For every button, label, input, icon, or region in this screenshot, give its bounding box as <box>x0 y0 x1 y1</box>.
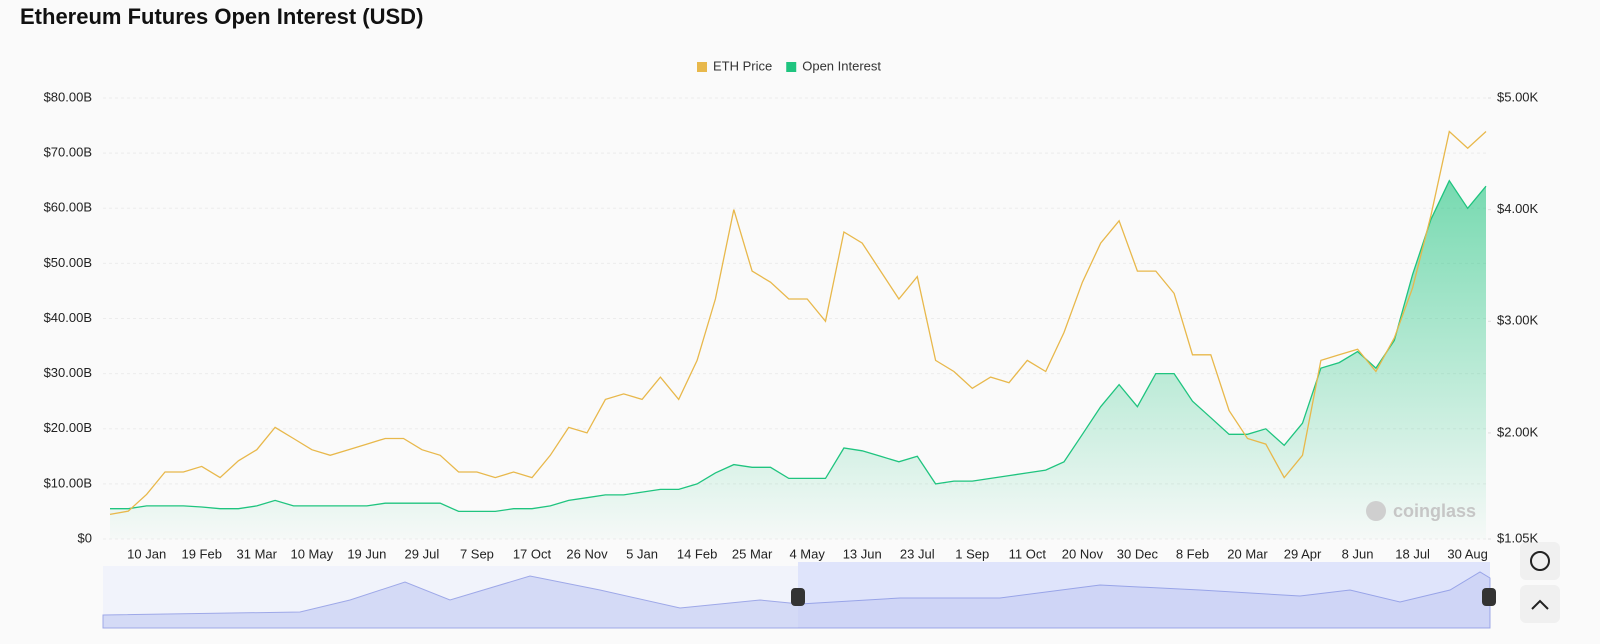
x-tick-label: 25 Mar <box>732 546 773 561</box>
y2-tick-label: $5.00K <box>1497 89 1539 104</box>
x-tick-label: 14 Feb <box>677 546 717 561</box>
x-tick-label: 8 Jun <box>1342 546 1374 561</box>
y2-tick-label: $4.00K <box>1497 201 1539 216</box>
x-tick-label: 10 Jan <box>127 546 166 561</box>
y-tick-label: $0 <box>78 530 92 545</box>
watermark: coinglass <box>1393 501 1476 521</box>
y-tick-label: $50.00B <box>44 255 92 270</box>
y-tick-label: $30.00B <box>44 365 92 380</box>
y-tick-label: $80.00B <box>44 89 92 104</box>
x-tick-label: 8 Feb <box>1176 546 1209 561</box>
chart-title: Ethereum Futures Open Interest (USD) <box>20 4 423 29</box>
x-tick-label: 23 Jul <box>900 546 935 561</box>
y-tick-label: $20.00B <box>44 420 92 435</box>
y2-tick-label: $1.05K <box>1497 530 1539 545</box>
x-tick-label: 1 Sep <box>955 546 989 561</box>
legend-swatch <box>697 62 707 72</box>
x-tick-label: 20 Mar <box>1227 546 1268 561</box>
navigator <box>102 562 1496 629</box>
y-tick-label: $10.00B <box>44 475 92 490</box>
legend-label: ETH Price <box>713 58 772 73</box>
y-tick-label: $70.00B <box>44 145 92 160</box>
x-tick-label: 30 Dec <box>1117 546 1159 561</box>
watermark-logo <box>1366 501 1386 521</box>
y2-tick-label: $2.00K <box>1497 424 1539 439</box>
series-line <box>109 130 1487 516</box>
x-tick-label: 19 Feb <box>181 546 221 561</box>
x-tick-label: 10 May <box>290 546 333 561</box>
x-tick-label: 18 Jul <box>1395 546 1430 561</box>
y2-tick-label: $3.00K <box>1497 313 1539 328</box>
x-tick-label: 13 Jun <box>843 546 882 561</box>
x-tick-label: 4 May <box>789 546 825 561</box>
series-line <box>110 179 1487 513</box>
x-tick-label: 7 Sep <box>460 546 494 561</box>
navigator-handle-right[interactable] <box>1482 588 1496 606</box>
y-tick-label: $40.00B <box>44 310 92 325</box>
x-tick-label: 5 Jan <box>626 546 658 561</box>
scroll-top-button[interactable] <box>1520 585 1560 623</box>
x-tick-label: 26 Nov <box>566 546 608 561</box>
legend-label: Open Interest <box>802 58 881 73</box>
x-tick-label: 20 Nov <box>1062 546 1104 561</box>
navigator-handle-left[interactable] <box>791 588 805 606</box>
x-tick-label: 29 Jul <box>405 546 440 561</box>
screenshot-icon <box>1530 551 1550 571</box>
x-tick-label: 29 Apr <box>1284 546 1322 561</box>
x-tick-label: 31 Mar <box>237 546 278 561</box>
legend-swatch <box>786 62 797 72</box>
series-area <box>110 180 1486 539</box>
x-tick-label: 19 Jun <box>347 546 386 561</box>
x-tick-label: 30 Aug <box>1447 546 1488 561</box>
navigator-series <box>102 571 1491 629</box>
x-tick-label: 17 Oct <box>513 546 552 561</box>
screenshot-button[interactable] <box>1520 542 1560 580</box>
y-tick-label: $60.00B <box>44 200 92 215</box>
chevron-up-icon <box>1531 599 1549 610</box>
side-buttons <box>1520 542 1560 623</box>
plot: $0 $10.00B $20.00B $30.00B $40.00B $50.00B $60… <box>44 58 1539 561</box>
x-tick-label: 11 Oct <box>1009 546 1047 561</box>
